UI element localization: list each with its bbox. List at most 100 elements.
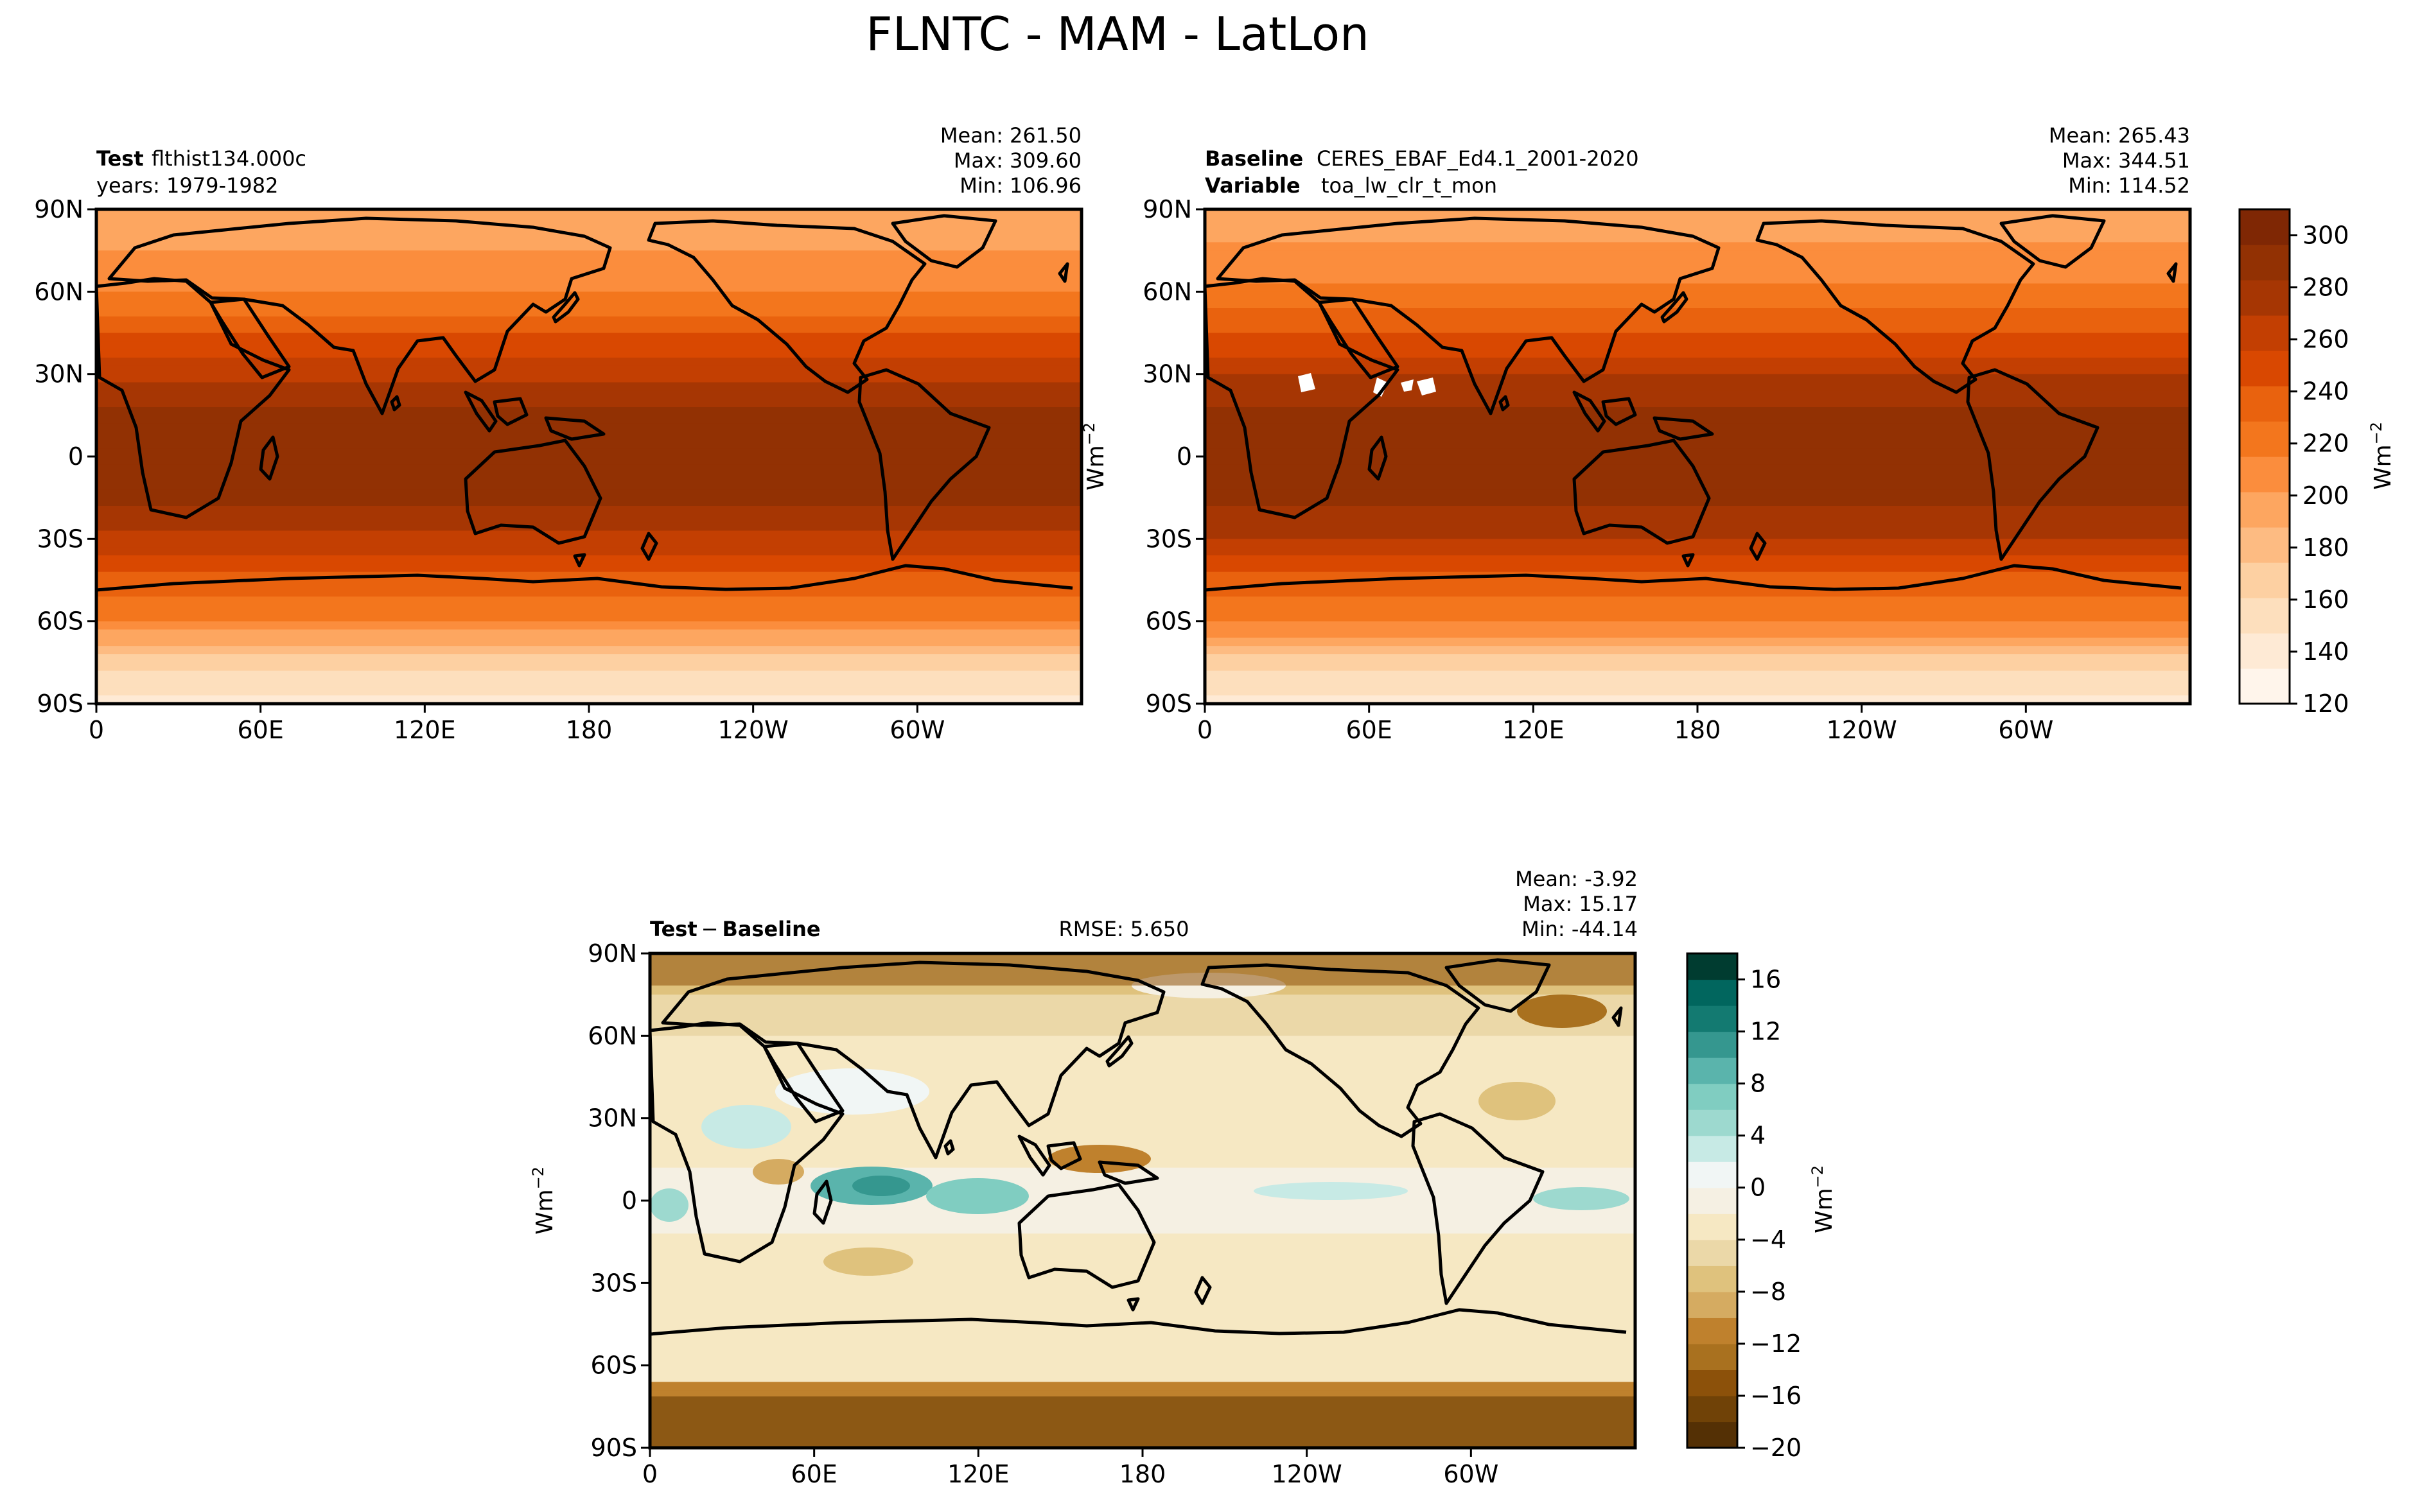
panel-test: Test flthist134.000c years: 1979-1982 Me… (34, 123, 1083, 744)
colorbar-segment (2240, 280, 2290, 316)
field-band (96, 259, 1082, 268)
field-band (96, 489, 1082, 498)
diff-y-unit-label: Wm−2 (529, 1167, 558, 1235)
colorbar-segment (1687, 953, 1737, 980)
colorbar2-unit-label: Wm−2 (1809, 1165, 1837, 1233)
colorbar-segment (1687, 1213, 1737, 1240)
field-band (96, 374, 1082, 383)
test-years: years: 1979-1982 (96, 173, 278, 198)
diff-axes: 0 60E 120E 180 120W 60W 90N 60N 30N 0 30S 60S 90S (588, 939, 1498, 1488)
colorbar-segment (2240, 351, 2290, 387)
test-max: Max: 309.60 (954, 148, 1082, 173)
y-tick-label: 30S (1146, 525, 1192, 553)
baseline-map-field (1205, 209, 2190, 704)
field-band (650, 1258, 1635, 1267)
field-band (1205, 390, 2190, 399)
baseline-name-label: Baseline (1205, 146, 1303, 171)
colorbar-tick-label: 12 (1750, 1018, 1781, 1046)
field-band (96, 358, 1082, 367)
field-band (96, 324, 1082, 334)
field-band (96, 349, 1082, 358)
field-band (1205, 365, 2190, 375)
field-band (96, 456, 1082, 465)
test-min: Min: 106.96 (960, 173, 1082, 198)
y-tick-label: 30N (34, 360, 83, 388)
colorbar-segment (1687, 1239, 1737, 1266)
diff-rmse: RMSE: 5.650 (1059, 917, 1189, 941)
field-band (1205, 555, 2190, 564)
x-tick-label: 120W (718, 716, 789, 744)
y-tick-label: 90N (1143, 195, 1192, 223)
field-band (96, 555, 1082, 564)
y-tick-label: 60S (37, 607, 83, 636)
y-tick-label: 30S (37, 525, 83, 553)
field-band (96, 308, 1082, 317)
colorbar-segment (2240, 456, 2290, 492)
field-band (96, 613, 1082, 622)
test-mean: Mean: 261.50 (940, 123, 1082, 148)
field-band (650, 1027, 1635, 1036)
field-band (1205, 341, 2190, 350)
field-band (1205, 539, 2190, 548)
field-band (96, 662, 1082, 672)
y-tick-label: 90S (37, 690, 83, 718)
test-axes: 0 60E 120E 180 120W 60W 90N 60N 30N 0 30S 60S 90S (34, 195, 945, 744)
colorbar-segment (1687, 1187, 1737, 1214)
field-band (1205, 670, 2190, 680)
x-tick-label: 60E (1346, 716, 1392, 744)
field-band (1205, 629, 2190, 638)
field-band (650, 1184, 1635, 1193)
colorbar-tick-label: −20 (1750, 1434, 1802, 1462)
field-band (1205, 283, 2190, 292)
y-tick-label: 30N (1143, 360, 1192, 388)
field-band (96, 654, 1082, 663)
field-band (650, 1019, 1635, 1029)
test-name-value: flthist134.000c (152, 146, 306, 171)
field-band (650, 1118, 1635, 1127)
field-band (650, 1233, 1635, 1242)
y-tick-label: 60S (1146, 607, 1192, 636)
field-band (96, 242, 1082, 251)
colorbar-tick-label: 140 (2302, 638, 2349, 666)
x-tick-label: 60W (890, 716, 945, 744)
x-tick-label: 60W (1443, 1460, 1498, 1488)
field-band (96, 365, 1082, 375)
x-tick-label: 120W (1827, 716, 1897, 744)
baseline-name-value: CERES_EBAF_Ed4.1_2001-2020 (1317, 146, 1639, 171)
field-band (96, 382, 1082, 391)
field-band (650, 1373, 1635, 1382)
y-tick-label: 30N (588, 1104, 637, 1133)
y-tick-label: 90N (34, 195, 83, 223)
baseline-var-value: toa_lw_clr_t_mon (1321, 173, 1497, 198)
colorbar-segment (1687, 1083, 1737, 1110)
field-band (96, 415, 1082, 424)
field-band (650, 1299, 1635, 1308)
panel-baseline: Baseline CERES_EBAF_Ed4.1_2001-2020 Vari… (1080, 123, 2396, 744)
colorbar-segment (1687, 1005, 1737, 1032)
field-band (96, 341, 1082, 350)
field-band (96, 448, 1082, 457)
field-band (96, 638, 1082, 647)
field-band (1205, 358, 2190, 367)
field-band (650, 1052, 1635, 1061)
field-band (650, 1143, 1635, 1152)
field-band (1205, 440, 2190, 449)
field-band (1205, 316, 2190, 326)
test-map-plot (94, 207, 1083, 706)
baseline-missing-data (1298, 373, 1436, 397)
x-tick-label: 60E (791, 1460, 837, 1488)
field-band (96, 695, 1082, 704)
field-band (96, 498, 1082, 507)
field-band (96, 687, 1082, 696)
field-band (1205, 563, 2190, 573)
colorbar-segment (2240, 668, 2290, 704)
field-band (1205, 275, 2190, 284)
field-band (1205, 399, 2190, 408)
figure-title: FLNTC - MAM - LatLon (866, 7, 1369, 61)
colorbar-tick-label: −4 (1750, 1226, 1786, 1254)
colorbar-segment (1687, 1031, 1737, 1058)
field-band (96, 291, 1082, 300)
field-band (1205, 415, 2190, 424)
field-band (96, 596, 1082, 605)
baseline-y-unit-label: Wm−2 (1080, 422, 1109, 491)
